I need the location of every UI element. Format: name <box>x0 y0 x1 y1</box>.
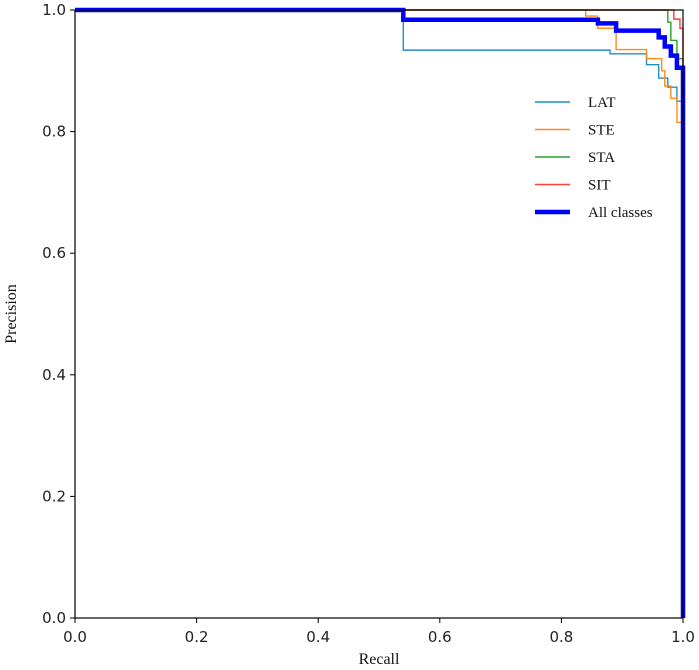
x-axis-title: Recall <box>359 651 400 668</box>
x-tick-label: 0.2 <box>185 628 209 646</box>
legend-label: LAT <box>588 95 616 111</box>
legend: LAT STE STA SIT All classes <box>535 95 653 221</box>
y-tick-label: 0.4 <box>42 366 66 384</box>
y-tick-label: 1.0 <box>42 1 66 19</box>
series-line-sta <box>75 9 684 618</box>
legend-label: STE <box>588 123 615 139</box>
x-tick-label: 0.6 <box>428 628 452 646</box>
series-line-ste <box>75 9 684 618</box>
legend-label: All classes <box>588 205 653 221</box>
x-tick-label: 0.8 <box>549 628 573 646</box>
y-tick-label: 0.8 <box>42 123 66 141</box>
y-tick-label: 0.0 <box>42 609 66 627</box>
y-axis-title: Precision <box>3 284 20 344</box>
x-tick-label: 0.4 <box>306 628 330 646</box>
y-tick-label: 0.6 <box>42 244 66 262</box>
y-tick-label: 0.2 <box>42 487 66 505</box>
legend-label: SIT <box>588 178 611 194</box>
series-line-lat <box>75 9 684 618</box>
plot-frame <box>74 9 684 619</box>
series-line-all-classes <box>75 7 686 618</box>
ticks-layer: 0.0 0.2 0.4 0.6 0.8 1.0 0.0 0.2 0.4 0.6 0.8 1.0 <box>42 1 695 646</box>
x-tick-label: 1.0 <box>671 628 695 646</box>
x-tick-label: 0.0 <box>63 628 87 646</box>
legend-label: STA <box>588 150 615 166</box>
